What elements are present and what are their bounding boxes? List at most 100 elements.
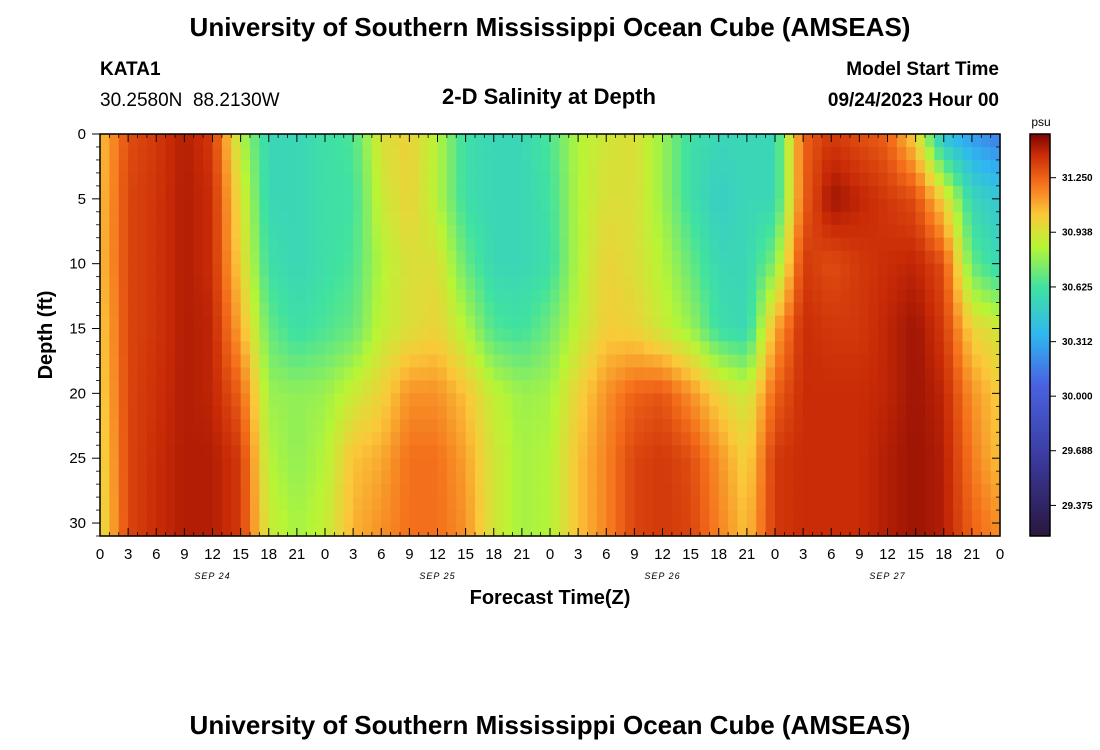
heatmap-cell: [709, 315, 720, 330]
heatmap-cell: [840, 406, 851, 420]
heatmap-cell: [878, 276, 889, 291]
heatmap-cell: [193, 380, 204, 394]
heatmap-cell: [156, 367, 167, 381]
heatmap-cell: [578, 406, 589, 420]
heatmap-cell: [362, 263, 373, 278]
heatmap-cell: [156, 406, 167, 420]
heatmap-cell: [259, 380, 270, 394]
heatmap-cell: [493, 263, 504, 278]
heatmap-cell: [287, 159, 298, 174]
heatmap-cell: [268, 419, 279, 433]
x-tick-label: 6: [827, 546, 835, 563]
heatmap-cell: [934, 211, 945, 226]
heatmap-cell: [268, 523, 279, 537]
heatmap-cell: [231, 302, 242, 317]
heatmap-cell: [578, 497, 589, 511]
heatmap-cell: [446, 523, 457, 537]
heatmap-cell: [859, 354, 870, 369]
heatmap-cell: [765, 159, 776, 174]
heatmap-cell: [718, 328, 729, 343]
heatmap-cell: [278, 354, 289, 369]
heatmap-cell: [568, 134, 579, 148]
heatmap-cell: [896, 419, 907, 433]
heatmap-cell: [540, 419, 551, 433]
heatmap-cell: [456, 211, 467, 226]
heatmap-cell: [193, 328, 204, 343]
heatmap-cell: [531, 263, 542, 278]
heatmap-cell: [962, 445, 973, 459]
heatmap-cell: [878, 341, 889, 356]
heatmap-cell: [915, 198, 926, 213]
heatmap-cell: [325, 250, 335, 265]
heatmap-cell: [287, 276, 298, 291]
heatmap-cell: [175, 146, 185, 161]
heatmap-cell: [409, 341, 420, 356]
heatmap-cell: [559, 263, 570, 278]
heatmap-cell: [240, 458, 251, 472]
heatmap-cell: [550, 211, 560, 226]
heatmap-cell: [521, 380, 532, 394]
heatmap-cell: [278, 263, 289, 278]
heatmap-cell: [550, 484, 560, 498]
heatmap-cell: [803, 224, 814, 239]
heatmap-cell: [765, 263, 776, 278]
heatmap-cell: [906, 523, 917, 537]
heatmap-cell: [765, 354, 776, 369]
heatmap-cell: [943, 419, 954, 433]
colorbar-tick-label: 29.375: [1062, 501, 1093, 512]
heatmap-cell: [915, 289, 926, 304]
heatmap-cell: [475, 237, 485, 252]
heatmap-cell: [934, 250, 945, 265]
heatmap-cell: [296, 328, 307, 343]
heatmap-cell: [662, 263, 673, 278]
heatmap-cell: [231, 250, 242, 265]
heatmap-cell: [240, 172, 251, 187]
heatmap-cell: [484, 497, 495, 511]
heatmap-cell: [812, 134, 823, 148]
heatmap-cell: [690, 263, 701, 278]
heatmap-cell: [606, 159, 617, 174]
heatmap-cell: [831, 458, 842, 472]
heatmap-cell: [343, 328, 354, 343]
heatmap-cell: [746, 289, 757, 304]
heatmap-cell: [100, 250, 110, 265]
heatmap-cell: [409, 134, 420, 148]
heatmap-cell: [550, 523, 560, 537]
heatmap-cell: [325, 315, 335, 330]
heatmap-cell: [203, 380, 214, 394]
heatmap-cell: [643, 458, 654, 472]
heatmap-cell: [409, 315, 420, 330]
heatmap-cell: [765, 315, 776, 330]
heatmap-cell: [671, 237, 682, 252]
heatmap-cell: [550, 497, 560, 511]
heatmap-cell: [381, 237, 392, 252]
heatmap-cell: [700, 445, 710, 459]
heatmap-cell: [681, 341, 692, 356]
heatmap-cell: [231, 497, 242, 511]
heatmap-cell: [175, 445, 185, 459]
heatmap-cell: [484, 315, 495, 330]
heatmap-cell: [709, 432, 720, 446]
heatmap-cell: [418, 134, 429, 148]
heatmap-cell: [437, 315, 448, 330]
heatmap-cell: [887, 250, 898, 265]
heatmap-cell: [400, 276, 410, 291]
heatmap-cell: [371, 302, 382, 317]
heatmap-cell: [803, 276, 814, 291]
heatmap-cell: [418, 510, 429, 524]
heatmap-cell: [568, 198, 579, 213]
heatmap-cell: [934, 419, 945, 433]
heatmap-cell: [981, 172, 992, 187]
y-tick-label: 25: [69, 450, 86, 467]
heatmap-cell: [390, 328, 401, 343]
heatmap-cell: [840, 471, 851, 485]
heatmap-cell: [437, 185, 448, 200]
heatmap-cell: [681, 380, 692, 394]
heatmap-cell: [746, 354, 757, 369]
heatmap-cell: [437, 380, 448, 394]
heatmap-cell: [137, 146, 148, 161]
heatmap-cell: [531, 328, 542, 343]
heatmap-cell: [184, 497, 195, 511]
heatmap-cell: [728, 497, 739, 511]
heatmap-cell: [409, 211, 420, 226]
